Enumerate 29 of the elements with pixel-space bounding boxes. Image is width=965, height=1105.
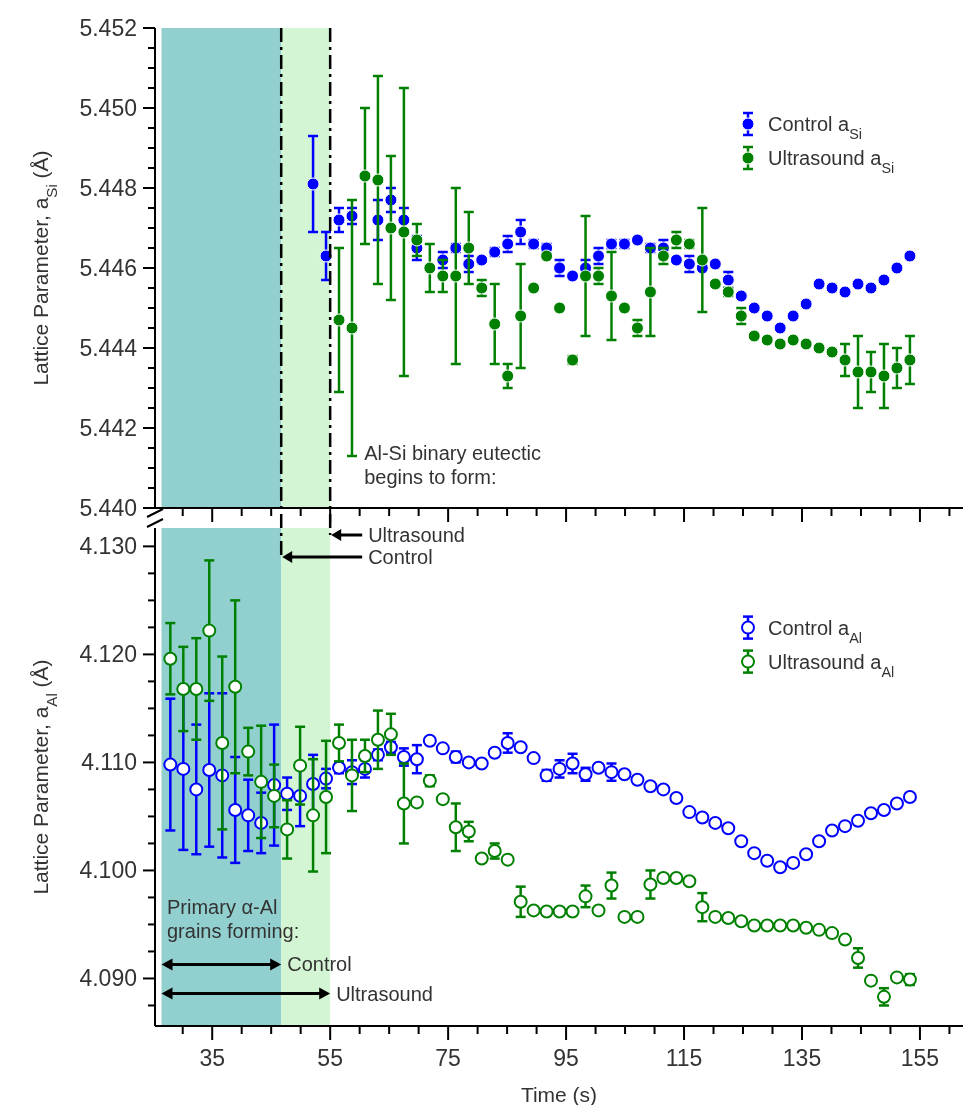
legend-label: Ultrasound a$_{Si}$: [768, 147, 895, 176]
annotation: Primary α-Al grains forming:: [167, 896, 300, 942]
x-tick-label: 135: [782, 1045, 822, 1071]
x-tick-label: 75: [435, 1045, 461, 1071]
y-tick-label: 4.120: [79, 641, 137, 668]
legend-label: Control a$_{Si}$: [768, 113, 862, 142]
x-tick-label: 95: [553, 1045, 579, 1071]
ref-line-label: Control: [368, 546, 433, 568]
y-tick-label: 4.130: [79, 533, 137, 560]
x-tick-label: 155: [900, 1045, 940, 1071]
x-tick-label: 35: [199, 1045, 226, 1071]
y-tick-label: 5.444: [79, 335, 138, 361]
y-tick-label: 5.442: [79, 415, 137, 441]
annotation: Control: [287, 953, 352, 976]
x-tick-label: 55: [317, 1045, 343, 1071]
ref-line-label: Ultrasound: [368, 524, 465, 546]
legend-label: Control a$_{Al}$: [768, 616, 862, 646]
y-tick-label: 5.446: [79, 255, 137, 281]
y-tick-label: 5.450: [79, 95, 137, 121]
y-tick-label: 5.440: [79, 495, 137, 521]
y-tick-label: 4.090: [79, 965, 137, 992]
y-tick-label: 5.448: [79, 175, 137, 201]
annotation: Al-Si binary eutectic begins to form:: [364, 442, 541, 488]
x-tick-label: 115: [665, 1045, 703, 1071]
legend-label: Ultrasound a$_{Al}$: [768, 650, 895, 680]
y-tick-label: 4.110: [81, 749, 137, 776]
y-tick-label: 4.100: [79, 857, 137, 884]
annotation: Ultrasound: [336, 982, 433, 1005]
y-tick-label: 5.452: [79, 15, 137, 41]
